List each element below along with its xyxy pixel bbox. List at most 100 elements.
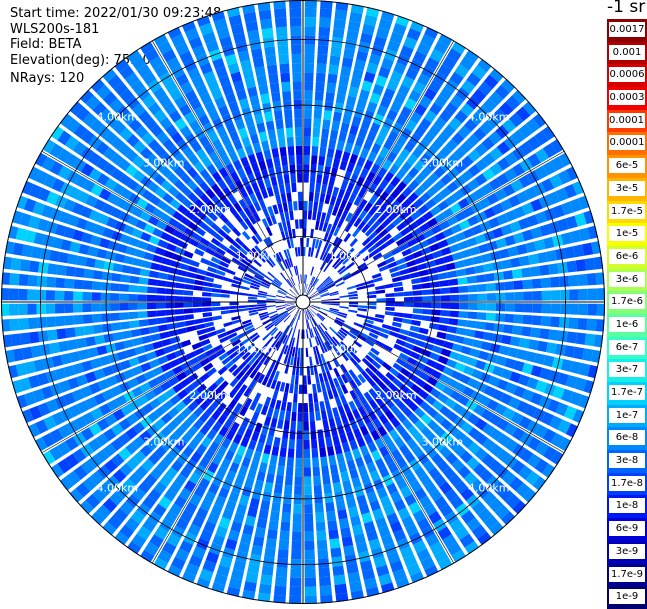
ppi-cell [304, 173, 309, 182]
ppi-cell [461, 346, 472, 355]
ppi-cell [295, 467, 302, 476]
ppi-cell [412, 284, 422, 290]
ppi-cell [277, 175, 284, 185]
ppi-cell [64, 303, 73, 313]
ppi-cell [316, 63, 326, 73]
ppi-cell [496, 303, 505, 311]
ppi-cell [55, 303, 64, 313]
ppi-cell [85, 336, 96, 346]
ppi-cell [337, 509, 347, 520]
ppi-cell [161, 257, 171, 265]
ppi-cell [264, 397, 271, 407]
ppi-cell [55, 278, 65, 289]
ppi-cell [167, 274, 177, 281]
ppi-cell [431, 310, 441, 316]
ppi-cell [300, 247, 302, 256]
ppi-cell [432, 345, 443, 353]
ppi-cell [276, 295, 285, 298]
ppi-cell [315, 374, 320, 384]
ppi-cell [404, 303, 413, 308]
colorbar-level-label: 1.7e-8 [609, 476, 645, 491]
ppi-cell [320, 586, 332, 596]
ppi-cell [410, 272, 420, 279]
ppi-cell [9, 319, 19, 331]
ppi-cell [309, 412, 314, 422]
ppi-cell [319, 193, 325, 203]
ppi-cell [314, 109, 322, 119]
ppi-cell [443, 341, 454, 349]
ppi-cell [317, 549, 328, 559]
ppi-cell [251, 431, 259, 442]
ppi-cell [314, 100, 323, 110]
ppi-cell [548, 263, 558, 274]
ppi-cell [58, 341, 69, 352]
ppi-cell [327, 409, 334, 419]
ppi-cell [450, 295, 459, 301]
ppi-cell [150, 333, 160, 341]
colorbar-level: 0.00017 [607, 110, 647, 133]
ppi-cell [510, 257, 521, 267]
ppi-cell [483, 263, 493, 272]
ppi-cell [298, 201, 302, 210]
ppi-cell [336, 453, 344, 463]
ppi-cell [323, 484, 332, 494]
ppi-cell [430, 281, 440, 288]
ppi-cell [147, 303, 156, 309]
ppi-cell [294, 109, 302, 118]
ppi-cell [334, 10, 347, 21]
ppi-cell [278, 456, 286, 466]
ppi-cell [503, 324, 513, 333]
ppi-cell [334, 149, 342, 159]
ppi-cell [392, 276, 402, 282]
ppi-cell [331, 121, 340, 131]
ppi-cell [211, 307, 220, 311]
range-ring-label: 4.00km [97, 110, 139, 123]
ppi-cell [327, 185, 334, 195]
ppi-cell [340, 66, 351, 77]
ppi-cell [266, 473, 275, 483]
ppi-cell [223, 277, 233, 283]
ppi-cell [314, 485, 322, 495]
ppi-cell [300, 238, 303, 247]
ppi-cell [65, 266, 75, 277]
ppi-cell [329, 327, 337, 335]
ppi-cell [411, 320, 421, 326]
ppi-cell [505, 292, 514, 301]
ppi-cell [319, 18, 331, 28]
ppi-cell [163, 345, 174, 353]
ppi-cell [404, 297, 413, 302]
ppi-cell [286, 128, 294, 138]
ppi-cell [298, 247, 301, 256]
colorbar-level: 1.7e-7 [607, 382, 647, 405]
ppi-cell [174, 303, 183, 308]
ppi-cell [305, 577, 317, 586]
ppi-cell [176, 321, 186, 328]
ppi-cell [420, 276, 430, 283]
ppi-cell [292, 522, 301, 531]
ppi-cell [248, 297, 257, 300]
ppi-cell [402, 318, 412, 324]
ppi-cell [268, 74, 278, 84]
ppi-cell [318, 202, 324, 212]
ppi-cell [193, 308, 202, 313]
colorbar-level: 0.0006 [607, 64, 647, 87]
ppi-cell [295, 375, 299, 384]
ppi-cell [304, 311, 306, 320]
ppi-cell [282, 429, 289, 439]
ppi-cell [346, 431, 354, 442]
ppi-cell [96, 249, 107, 259]
ppi-cell [274, 110, 283, 120]
ppi-cell [94, 335, 105, 345]
ppi-cell [29, 260, 40, 272]
ppi-cell [289, 155, 295, 165]
ppi-cell [431, 288, 441, 294]
ppi-cell [338, 462, 347, 473]
ppi-cell [426, 260, 436, 268]
ppi-cell [266, 227, 273, 237]
ppi-cell [113, 332, 123, 341]
ppi-cell [304, 541, 314, 550]
ppi-cell [281, 438, 288, 448]
ppi-cell [304, 109, 312, 118]
ppi-cell [297, 357, 300, 366]
ppi-cell [291, 183, 296, 193]
